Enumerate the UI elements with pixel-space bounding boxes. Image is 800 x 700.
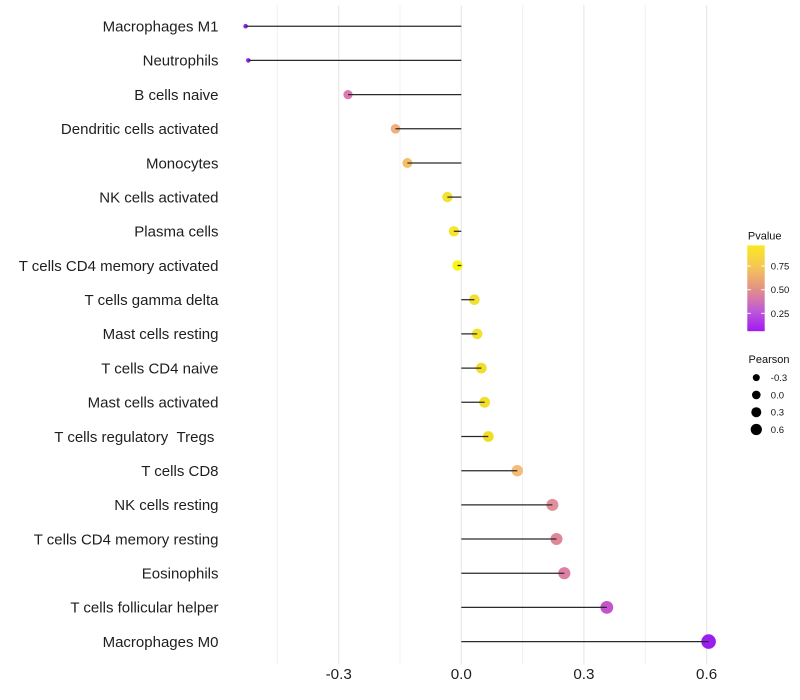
- svg-text:0.6: 0.6: [696, 666, 717, 683]
- svg-text:NK cells activated: NK cells activated: [99, 189, 218, 206]
- svg-text:0.3: 0.3: [573, 666, 594, 683]
- svg-text:Plasma cells: Plasma cells: [134, 224, 218, 241]
- svg-text:Mast cells activated: Mast cells activated: [88, 395, 219, 412]
- svg-text:0.50: 0.50: [771, 285, 790, 296]
- svg-text:T cells CD4 naive: T cells CD4 naive: [101, 360, 218, 377]
- svg-text:NK cells resting: NK cells resting: [114, 497, 218, 514]
- svg-text:Macrophages M0: Macrophages M0: [103, 634, 219, 651]
- svg-text:0.0: 0.0: [771, 390, 784, 401]
- svg-text:T cells CD4 memory resting: T cells CD4 memory resting: [34, 531, 219, 548]
- svg-text:T cells CD8: T cells CD8: [141, 463, 218, 480]
- svg-text:0.0: 0.0: [451, 666, 472, 683]
- svg-text:T cells CD4 memory activated: T cells CD4 memory activated: [19, 258, 219, 275]
- svg-text:B cells naive: B cells naive: [134, 87, 218, 104]
- svg-text:Pearson: Pearson: [749, 354, 790, 366]
- svg-text:0.6: 0.6: [771, 425, 784, 436]
- svg-text:T cells follicular helper: T cells follicular helper: [70, 600, 218, 617]
- svg-text:-0.3: -0.3: [326, 666, 352, 683]
- svg-text:Pvalue: Pvalue: [748, 230, 782, 242]
- svg-text:Macrophages M1: Macrophages M1: [103, 19, 219, 36]
- svg-text:0.25: 0.25: [771, 309, 790, 320]
- svg-text:Eosinophils: Eosinophils: [142, 566, 219, 583]
- svg-text:0.75: 0.75: [771, 261, 790, 272]
- svg-text:Mast cells resting: Mast cells resting: [103, 326, 219, 343]
- svg-text:T cells regulatory Tregs: T cells regulatory Tregs: [54, 429, 218, 446]
- svg-text:Monocytes: Monocytes: [146, 155, 219, 172]
- svg-text:T cells gamma delta: T cells gamma delta: [85, 292, 220, 309]
- svg-text:Dendritic cells activated: Dendritic cells activated: [61, 121, 219, 138]
- svg-text:Neutrophils: Neutrophils: [143, 53, 219, 70]
- svg-text:0.3: 0.3: [771, 408, 784, 419]
- svg-text:-0.3: -0.3: [771, 373, 787, 384]
